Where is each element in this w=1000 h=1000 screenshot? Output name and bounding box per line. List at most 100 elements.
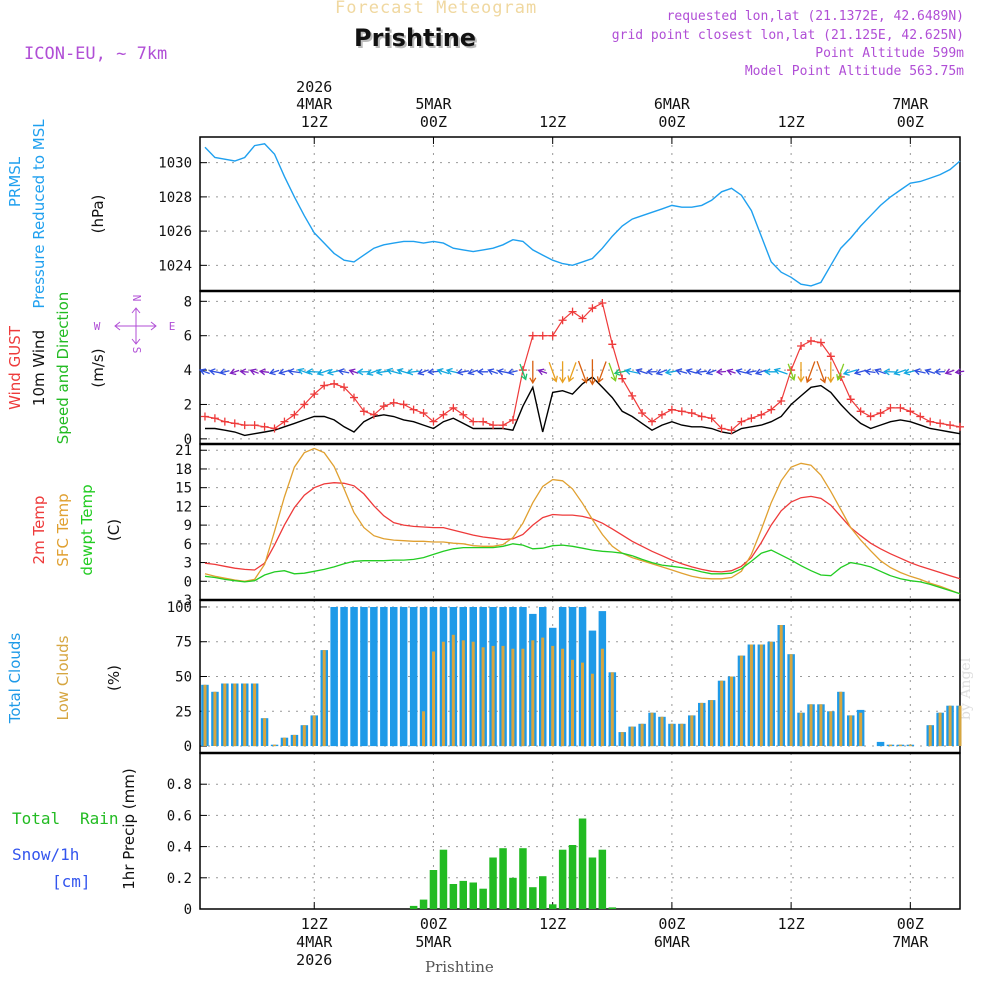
gust-marker — [230, 419, 239, 428]
wind-direction-arrow — [893, 368, 907, 376]
gust-marker — [578, 314, 587, 323]
gust-marker — [757, 410, 766, 419]
low-cloud-bar — [441, 641, 445, 746]
top-hour-label: 12Z — [778, 113, 805, 131]
temp-dewpoint-line — [204, 543, 961, 595]
gust-label: Wind GUST — [6, 325, 24, 410]
low-cloud-bar — [551, 645, 555, 746]
low-cloud-bar — [213, 691, 217, 746]
wind-direction-arrow — [385, 367, 401, 375]
rain-bar — [429, 870, 438, 909]
top-date-label: 7MAR — [892, 95, 929, 113]
gust-marker — [489, 421, 498, 430]
low-cloud-bar — [859, 712, 863, 747]
low-cloud-bar — [789, 654, 793, 746]
precip-snow-unit-label: [cm] — [52, 872, 91, 891]
bottom-hour-label: 12Z — [301, 915, 328, 933]
wind-direction-arrow — [297, 367, 311, 375]
top-date-label: 4MAR — [296, 95, 333, 113]
bottom-date-label: 6MAR — [654, 933, 691, 951]
temperature-ytick-label: -3 — [175, 593, 192, 609]
gust-marker — [628, 391, 637, 400]
wind-direction-arrow — [715, 368, 727, 376]
low-cloud-bar — [610, 672, 614, 746]
gust-marker — [697, 412, 706, 421]
wind-direction-arrow — [735, 368, 747, 376]
rain-bar — [549, 904, 557, 909]
model-label: ICON-EU, ~ 7km — [24, 44, 168, 64]
gust-marker — [449, 403, 458, 412]
model-point-altitude: Model Point Altitude 563.75m — [744, 64, 964, 79]
gust-marker — [777, 397, 786, 406]
location-title: Prishtine — [354, 24, 477, 52]
bottom-date-label: 7MAR — [892, 933, 929, 951]
wind-direction-arrow — [529, 360, 537, 385]
rain-bar — [529, 887, 537, 909]
gust-marker — [568, 307, 577, 316]
gust-marker — [826, 352, 835, 361]
gust-marker — [300, 400, 309, 409]
rain-bar — [608, 907, 617, 909]
pressure-short-label: PRMSL — [6, 156, 24, 207]
low-cloud-bar — [759, 644, 763, 746]
wind-direction-arrow — [218, 368, 230, 376]
top-hour-label: 00Z — [658, 113, 685, 131]
gust-marker — [439, 410, 448, 419]
low-cloud-bar — [958, 705, 962, 746]
wind-direction-arrow — [417, 368, 429, 376]
clouds-ytick-label: 0 — [184, 739, 192, 755]
clouds-ytick-label: 25 — [175, 704, 192, 720]
gust-marker — [558, 316, 567, 325]
bottom-year-label: 2026 — [296, 951, 332, 969]
wind-direction-arrow — [836, 363, 845, 381]
gust-marker — [767, 405, 776, 414]
low-cloud-bar — [660, 716, 664, 746]
temperature-ytick-label: 0 — [184, 574, 192, 590]
low-cloud-bar — [749, 644, 753, 746]
gust-marker — [588, 304, 597, 313]
gust-marker — [538, 331, 547, 340]
wind-direction-arrow — [883, 368, 897, 376]
wind-direction-arrow — [754, 368, 767, 376]
low-cloud-bar — [640, 723, 644, 747]
total-cloud-bar — [956, 705, 960, 746]
low-cloud-bar — [273, 744, 276, 747]
total-cloud-bar — [330, 607, 338, 747]
low-cloud-bar — [203, 684, 207, 746]
compass-rose-icon — [114, 307, 157, 345]
bottom-hour-label: 12Z — [778, 915, 805, 933]
top-hour-label: 00Z — [420, 113, 447, 131]
temp-2m-line — [204, 482, 961, 580]
rain-bar — [479, 888, 487, 909]
wind-direction-arrow — [864, 368, 876, 376]
gust-marker — [667, 405, 676, 414]
low-cloud-bar — [769, 641, 773, 746]
low-cloud-bar — [829, 711, 833, 747]
gust-marker — [429, 417, 438, 426]
wind-direction-arrow — [427, 368, 439, 376]
low-cloud-bar — [799, 712, 803, 747]
gust-marker — [419, 409, 428, 418]
wind-direction-arrow — [934, 368, 945, 376]
wind-direction-arrow — [675, 368, 688, 376]
gust-marker — [508, 415, 517, 424]
gust-marker — [389, 398, 398, 407]
low-cloud-bar — [948, 705, 952, 746]
gust-marker — [657, 410, 666, 419]
top-hour-label: 12Z — [539, 113, 566, 131]
low-cloud-bar — [223, 683, 227, 747]
wind-direction-arrow — [685, 368, 697, 376]
wind-direction-arrow — [773, 367, 788, 375]
low-cloud-bar — [690, 715, 694, 746]
wind-direction-arrow — [456, 368, 470, 376]
rain-bar — [459, 880, 467, 909]
footer-location: Prishtine — [425, 958, 494, 976]
compass-north-label: N — [130, 295, 143, 302]
wind-direction-arrow — [406, 368, 420, 376]
temp-sfc-line — [204, 447, 961, 595]
wind-direction-arrow — [198, 368, 210, 376]
pressure-ytick-label: 1024 — [158, 258, 192, 274]
low-cloud-bar — [422, 711, 425, 747]
bottom-date-label: 5MAR — [415, 933, 452, 951]
clouds-ytick-label: 75 — [175, 635, 192, 651]
